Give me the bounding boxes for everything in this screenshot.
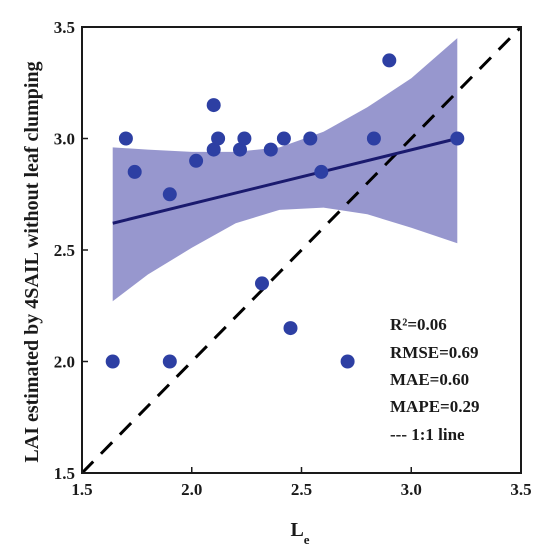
data-point xyxy=(382,53,397,68)
data-point xyxy=(276,131,291,146)
axis-ticks-layer: 1.5 2.0 2.5 3.0 3.5 1.5 2.0 2.5 3.0 3.5 xyxy=(54,18,532,499)
data-point xyxy=(105,354,120,369)
data-point xyxy=(255,276,269,291)
y-axis-label: LAI estimated by 4SAIL without leaf clum… xyxy=(21,61,43,462)
statistics-annotation: R²=0.06 RMSE=0.69 MAE=0.60 MAPE=0.29 ---… xyxy=(390,315,479,444)
x-tick-label: 1.5 xyxy=(71,480,92,499)
data-point xyxy=(211,131,226,146)
data-point xyxy=(127,164,142,179)
data-point xyxy=(303,131,318,146)
identity-line xyxy=(82,27,521,473)
identity-line-layer xyxy=(82,27,521,473)
data-point xyxy=(263,142,278,157)
x-axis-label: Le xyxy=(290,519,309,547)
x-axis-label-subscript: e xyxy=(304,532,310,547)
stat-mape: MAPE=0.29 xyxy=(390,397,479,416)
y-tick-label: 1.5 xyxy=(54,464,75,483)
stat-identity-line: --- 1:1 line xyxy=(390,425,465,444)
data-point xyxy=(233,142,247,157)
y-tick-label: 2.5 xyxy=(54,241,75,260)
confidence-band xyxy=(112,38,458,302)
y-tick-label: 3.0 xyxy=(54,130,75,149)
data-point xyxy=(206,98,221,113)
data-point xyxy=(118,131,133,146)
data-points-layer xyxy=(105,53,465,369)
data-point xyxy=(340,354,355,369)
x-tick-label: 2.5 xyxy=(291,480,312,499)
data-point xyxy=(162,187,177,202)
x-tick-label: 3.0 xyxy=(401,480,422,499)
y-tick-label: 3.5 xyxy=(54,18,75,37)
confidence-band-layer xyxy=(112,38,458,302)
x-tick-label: 2.0 xyxy=(181,480,202,499)
data-point xyxy=(162,354,177,369)
data-point xyxy=(366,131,381,146)
regression-line xyxy=(112,137,458,225)
data-point xyxy=(314,164,329,179)
data-point xyxy=(237,131,252,146)
y-tick-label: 2.0 xyxy=(54,353,75,372)
stat-r2: R²=0.06 xyxy=(390,315,447,334)
x-axis-label-main: L xyxy=(290,519,303,541)
stat-mae: MAE=0.60 xyxy=(390,370,469,389)
x-tick-label: 3.5 xyxy=(510,480,531,499)
data-point xyxy=(283,321,298,336)
data-point xyxy=(189,153,204,168)
data-point xyxy=(206,142,221,157)
stat-rmse: RMSE=0.69 xyxy=(390,343,479,362)
regression-line-layer xyxy=(112,137,458,225)
data-point xyxy=(450,131,465,146)
